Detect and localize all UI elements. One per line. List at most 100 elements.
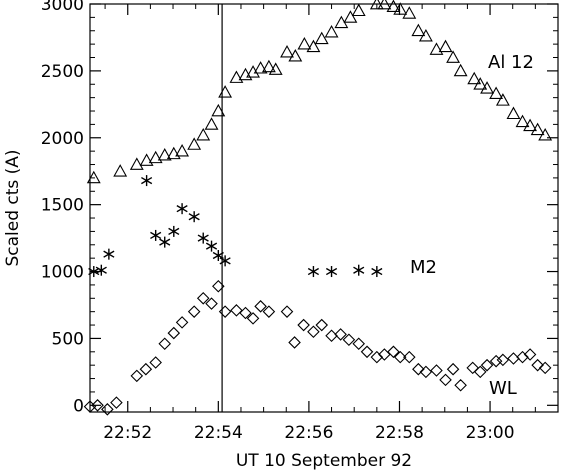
m2-point [205,240,218,252]
wl-point [360,345,374,359]
x-axis-label: UT 10 September 92 [236,451,412,471]
al12-point [253,61,268,74]
wl-point [218,305,232,318]
m2-point [188,211,200,223]
wl-point [473,365,487,379]
wl-point [489,354,503,368]
al12-point [261,59,276,73]
tick-labels: 22:52 22:54 22:56 22:58 23:00 0 500 1000 1500 200… [41,0,515,443]
al12-point [377,0,392,10]
annotation-m2: M2 [410,257,437,278]
wl-point [412,362,425,376]
y-tick-label: 3000 [41,0,84,15]
al12-point [129,157,144,170]
m2-point [95,264,107,276]
al12-point [166,146,181,160]
axes [89,3,559,413]
wl-point [430,364,443,377]
wl-point [167,326,181,340]
al12-point [438,39,453,53]
al12-point [411,23,426,37]
wl-point [531,358,544,372]
wl-point [239,306,252,320]
wl-point [507,352,520,365]
m2-point [159,236,171,248]
m2-point [371,266,383,278]
al12-point [196,127,211,141]
al12-point [495,93,510,106]
y-tick-label: 1000 [41,263,84,283]
wl-point [280,305,294,318]
wl-point [187,305,201,318]
wl-point [254,300,267,313]
al12-point [467,71,482,85]
wl-point [315,318,329,332]
wl-point [149,356,162,369]
al12-point [297,36,312,50]
al12-point [246,65,260,78]
annotation-al12: Al 12 [488,52,534,73]
wl-point [342,333,356,347]
al12-point [175,144,190,157]
al12-point [386,0,401,13]
al12-point [418,28,433,42]
data-marks [83,0,553,416]
wl-point [139,362,153,376]
wl-point [246,312,260,325]
al12-point [506,106,521,120]
wl-point [83,400,97,413]
wl-point [480,358,494,372]
wl-point [325,329,338,343]
wl-point [466,361,479,375]
al12-point [306,39,321,53]
al12-point [218,85,233,98]
y-tick-label: 2500 [41,62,84,82]
al12-point [393,2,408,15]
m2-point [212,249,224,261]
m2-point [176,203,188,215]
m2-point [325,266,338,278]
al12-point [402,6,417,19]
al12-point [211,103,226,117]
al12-point [139,153,154,166]
al12-point [429,42,444,55]
al12-point [187,137,202,150]
m2-point [307,266,320,278]
wl-point [212,279,225,293]
wl-point [387,345,400,359]
al12-point [369,0,384,10]
wl-point [523,348,537,361]
x-tick-label: 22:56 [284,423,333,443]
wl-point [352,337,366,351]
y-tick-label: 1500 [41,196,84,216]
wl-point [297,318,310,332]
al12-point [229,70,244,83]
wl-point [158,337,172,351]
al12-point [314,31,329,45]
al12-point [453,63,468,77]
wl-point [334,328,347,341]
wl-point [110,396,123,409]
al12-point [351,3,366,17]
m2-point [168,225,180,237]
wl-point [439,373,452,387]
al12-point [343,10,358,23]
m2-point [141,175,153,187]
wl-point [101,403,114,416]
wl-point [205,297,218,310]
al12-point [530,122,545,136]
wl-point [419,365,433,379]
x-tick-label: 22:52 [103,423,152,443]
x-tick-label: 22:58 [375,423,424,443]
y-tick-label: 0 [73,396,84,416]
wl-point [91,399,104,412]
al12-point [268,62,283,75]
wl-point [288,336,301,349]
m2-point [88,266,100,278]
wl-point [130,369,144,383]
m2-point [103,248,115,260]
al12-point [288,49,303,62]
wl-point [454,378,467,392]
wl-point [196,292,210,305]
y-tick-label: 500 [52,329,84,349]
